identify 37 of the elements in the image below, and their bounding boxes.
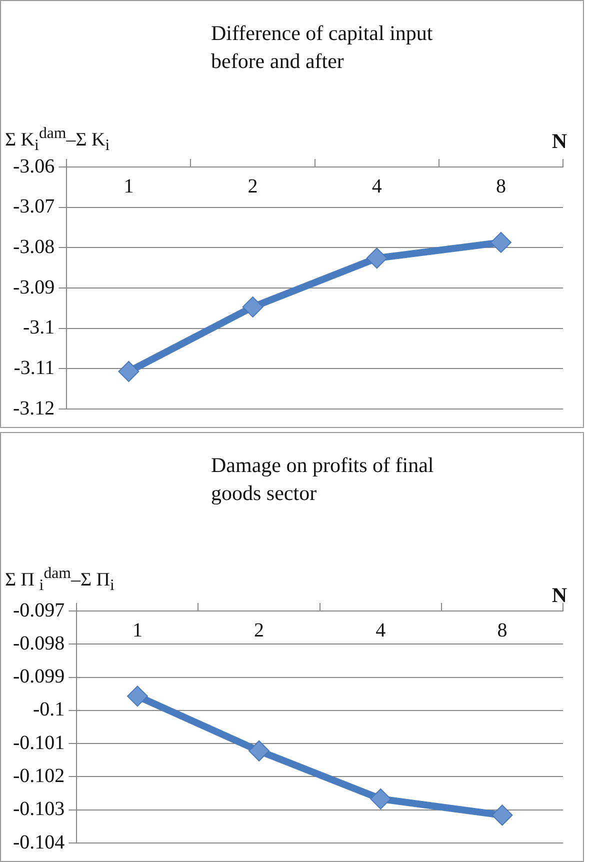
point (126, 686, 148, 707)
y-tick-label: -0.103 (12, 798, 65, 820)
x-axis-title: N (552, 583, 567, 608)
x-axis-title: N (552, 129, 567, 154)
x-tick-label: 2 (254, 619, 264, 642)
x-tick-label: 8 (496, 175, 506, 198)
x-tick-label: 4 (376, 619, 386, 642)
chart-title: Damage on profits of final goods sector (211, 452, 434, 507)
y-tick-label: -0.098 (12, 632, 65, 654)
y-tick-label: -3.08 (12, 236, 55, 258)
x-tick-label: 1 (132, 619, 142, 642)
x-tick-label: 8 (497, 619, 508, 642)
y-tick-label: -0.102 (12, 764, 65, 787)
y-axis-title: Σ K$_{i}$$^{dam}$–Σ K$_{i}$ (5, 125, 110, 156)
point (492, 804, 513, 826)
x-tick-label: 1 (124, 175, 134, 198)
point (118, 360, 140, 382)
y-axis-title: Σ Π $_{i}$$^{dam}$–Σ Π$_{i}$ (5, 565, 114, 596)
point (366, 248, 388, 269)
chart-title: Difference of capital input before and after (211, 20, 433, 75)
y-tick-label: -0.1 (32, 698, 65, 721)
y-tick-label: -3.11 (14, 356, 55, 379)
point (370, 788, 392, 810)
y-tick-label: -0.101 (12, 732, 65, 754)
y-tick-label: -0.099 (12, 666, 65, 688)
point (248, 740, 270, 762)
y-tick-label: -3.12 (12, 397, 55, 420)
y-tick-label: -3.09 (12, 276, 55, 298)
x-tick-label: 2 (248, 175, 258, 198)
y-tick-label: -3.1 (22, 316, 55, 339)
y-tick-label: -0.097 (12, 599, 65, 622)
y-tick-label: -0.104 (12, 831, 65, 854)
x-tick-label: 4 (372, 175, 382, 198)
point (490, 232, 512, 253)
y-tick-label: -3.06 (12, 155, 55, 178)
point (242, 296, 264, 318)
y-tick-label: -3.07 (12, 196, 55, 218)
